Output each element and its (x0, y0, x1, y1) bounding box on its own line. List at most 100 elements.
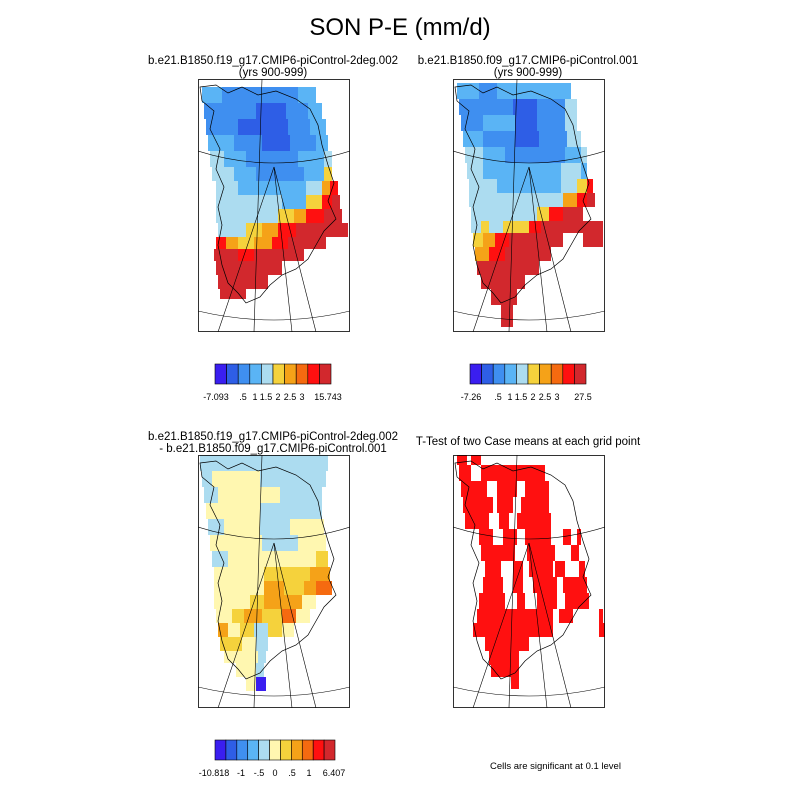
significant-cell (529, 561, 553, 577)
meridian-line (217, 166, 275, 332)
cbar-3-label: .5 (288, 768, 296, 778)
latitude-line (453, 526, 605, 540)
panel-3-title: b.e21.B1850.f19_g17.CMIP6-piControl-2deg… (128, 431, 418, 455)
cbar-2-label: 2 (530, 392, 536, 402)
p-e-cell (505, 163, 561, 179)
p-e-cell (322, 223, 348, 237)
difference-cell (248, 581, 264, 595)
p-e-cell (332, 195, 340, 209)
p-e-cell (288, 237, 308, 249)
p-e-cell (505, 207, 537, 221)
p-e-cell (481, 221, 489, 233)
colorbar-panel-2 (469, 363, 587, 385)
colorbar-swatch (504, 363, 517, 385)
difference-cell (264, 581, 284, 595)
p-e-cell (238, 103, 256, 119)
p-e-cell (322, 195, 332, 209)
p-e-cell (324, 209, 342, 223)
difference-cell (290, 519, 308, 535)
significant-cell (571, 545, 579, 561)
p-e-cell (563, 221, 583, 233)
p-e-cell (529, 247, 551, 261)
p-e-cell (262, 223, 278, 237)
significant-cell (537, 593, 557, 609)
coastline (199, 84, 337, 304)
p-e-cell (294, 249, 304, 261)
significant-cell (459, 465, 471, 481)
significant-cell (457, 455, 467, 465)
difference-cell (246, 677, 256, 691)
p-e-cell (535, 233, 563, 247)
p-e-cell (545, 193, 563, 207)
p-e-cell (563, 207, 583, 221)
significant-cell (471, 455, 481, 465)
colorbar-swatch (225, 739, 238, 761)
significant-cell (527, 545, 555, 561)
significant-cell (497, 481, 517, 497)
significant-cell (483, 577, 503, 593)
colorbar-swatch (319, 363, 332, 385)
difference-cell (230, 595, 250, 609)
p-e-cell (515, 131, 539, 147)
coastline (199, 460, 337, 680)
cbar-3-label: -1 (236, 768, 246, 778)
difference-cell (256, 637, 268, 651)
significant-cell (479, 529, 493, 545)
latitude-line (198, 686, 350, 697)
p-e-cell (483, 131, 515, 147)
difference-cell (232, 471, 260, 487)
significant-cell (517, 513, 551, 529)
p-e-cell (529, 221, 541, 233)
p-e-cell (565, 99, 577, 115)
p-e-cell (324, 151, 332, 167)
difference-cell (260, 487, 280, 503)
p-e-cell (587, 193, 595, 207)
p-e-cell (565, 147, 581, 163)
p-e-cell (306, 195, 322, 209)
p-e-cell (497, 83, 571, 99)
difference-cell (228, 567, 244, 581)
p-e-cell (216, 261, 250, 275)
p-e-cell (483, 233, 495, 247)
p-e-cell (212, 167, 234, 181)
p-e-cell (218, 275, 254, 289)
cbar-1-label: 2.5 (283, 392, 297, 402)
p-e-cell (513, 99, 537, 115)
latitude-line (198, 310, 350, 321)
p-e-cell (294, 209, 306, 223)
difference-cell (262, 609, 282, 623)
colorbar-panel-3 (214, 739, 336, 761)
panel-1-title: b.e21.B1850.f19_g17.CMIP6-piControl-2deg… (128, 55, 418, 79)
cbar-2-label: -7.26 (460, 392, 482, 402)
p-e-cell (234, 135, 262, 151)
meridian-line (508, 455, 518, 708)
p-e-cell (471, 221, 481, 233)
significant-cell (497, 497, 513, 513)
p-e-cell (296, 223, 322, 237)
significant-cell (489, 651, 519, 665)
difference-cell (246, 535, 262, 551)
difference-cell (232, 609, 244, 623)
difference-cell (298, 535, 314, 551)
significant-cell (525, 465, 545, 481)
colorbar-swatch (516, 363, 529, 385)
colorbar-swatch (237, 363, 251, 385)
colorbar-panel-1 (214, 363, 332, 385)
difference-cell (236, 663, 256, 677)
p-e-cell (491, 289, 517, 305)
difference-cell (206, 503, 222, 519)
p-e-cell (471, 207, 505, 221)
significant-cell (503, 529, 517, 545)
p-e-cell (324, 167, 332, 181)
map-frame (453, 79, 605, 332)
cbar-2-label: 2.5 (538, 392, 552, 402)
significance-note: Cells are significant at 0.1 level (490, 761, 621, 772)
difference-cell (242, 637, 256, 651)
p-e-cell (509, 233, 535, 247)
p-e-cell (216, 209, 254, 223)
meridian-line (508, 79, 518, 332)
p-e-cell (286, 103, 308, 119)
p-e-cell (238, 237, 254, 249)
significant-cell (491, 665, 519, 677)
coastline (454, 84, 592, 304)
